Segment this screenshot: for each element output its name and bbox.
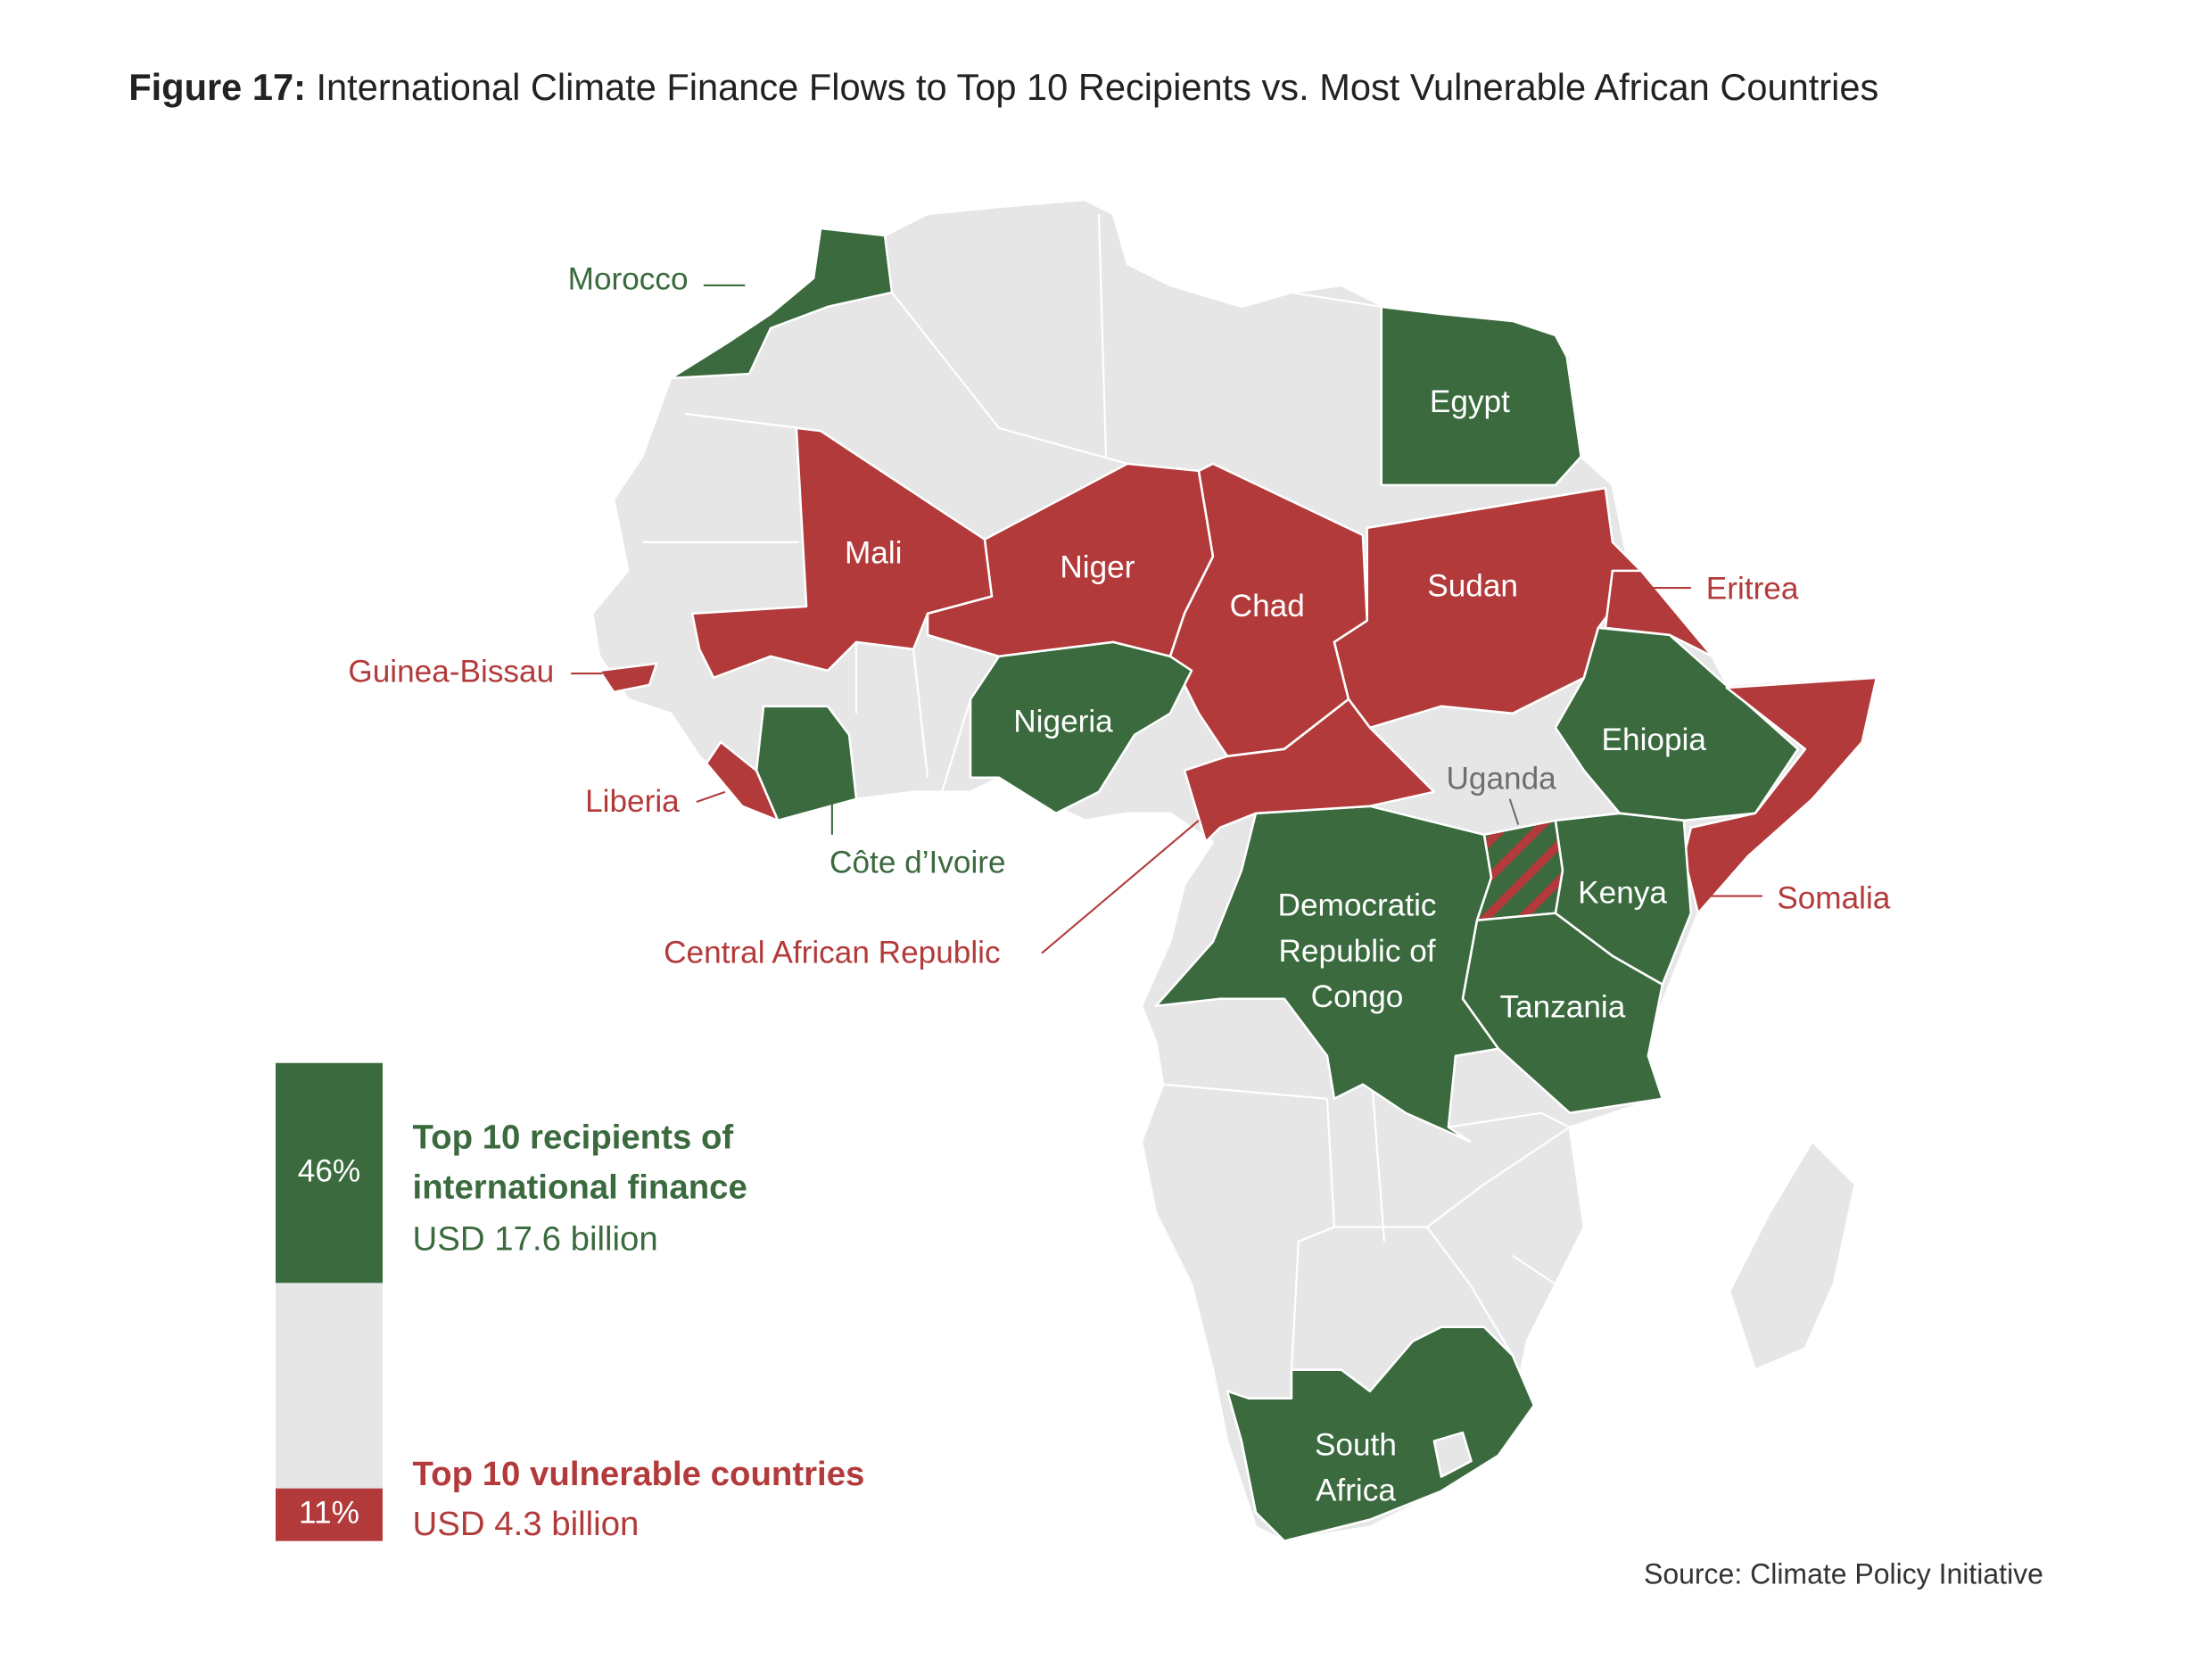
legend-amount: USD 4.3 billion [413, 1505, 640, 1543]
mali [690, 426, 994, 680]
legend-amount: USD 17.6 billion [413, 1219, 658, 1258]
legend-title: Top 10 vulnerable countries [413, 1455, 865, 1493]
guinea-bissau [598, 662, 658, 694]
title-text: International Climate Finance Flows to T… [316, 66, 1878, 108]
country-label: Somalia [1777, 881, 1891, 916]
legend-bar-segment [275, 1062, 383, 1284]
drc [1154, 805, 1500, 1144]
legend-title: Top 10 recipients of [413, 1119, 734, 1157]
leader-line [1041, 820, 1200, 954]
source: Source: Climate Policy Initiative [1644, 1558, 2043, 1590]
country-label: Tanzania [1499, 989, 1625, 1024]
map: Morocco Egypt Mali Niger Chad Sudan Erit… [348, 198, 1891, 1542]
country-label: Morocco [568, 261, 689, 296]
title-prefix: Figure 17: [128, 66, 306, 108]
legend-bar-segment [275, 1488, 383, 1541]
leader-line [1508, 798, 1520, 825]
nigeria [969, 640, 1193, 815]
legend-title: international finance [413, 1168, 747, 1207]
liberia [705, 740, 780, 822]
country-label: South [1315, 1427, 1397, 1462]
country-label: Niger [1060, 550, 1135, 585]
country-label: Côte d’Ivoire [830, 846, 1006, 880]
country-label: Liberia [585, 784, 680, 819]
legend: Top 10 recipients of international finan… [275, 1062, 865, 1543]
country-label: Nigeria [1013, 704, 1113, 739]
country-label: Kenya [1578, 875, 1667, 910]
legend-share-label: 46% [298, 1153, 360, 1188]
leader-line [696, 790, 726, 803]
lesotho [1432, 1431, 1473, 1478]
car [1183, 698, 1436, 844]
egypt [1380, 305, 1582, 487]
country-label: Sudan [1427, 568, 1518, 603]
sudan [1333, 486, 1643, 730]
borders [642, 213, 1571, 1370]
south-africa [1226, 1325, 1536, 1542]
country-label: Congo [1311, 979, 1404, 1014]
country-label: Chad [1230, 589, 1305, 623]
country-label: Uganda [1446, 761, 1556, 796]
country-label: Mali [845, 536, 903, 571]
country-label: Eritrea [1706, 572, 1799, 607]
country-label: Guinea-Bissau [348, 654, 554, 689]
country-label: Ehiopia [1602, 723, 1707, 757]
country-label: Republic of [1279, 934, 1436, 969]
country-label: Democratic [1278, 888, 1437, 923]
morocco [669, 227, 894, 380]
legend-share-label: 11% [299, 1495, 359, 1530]
country-label: Africa [1316, 1474, 1396, 1508]
eritrea [1604, 569, 1714, 658]
somalia [1682, 676, 1878, 915]
country-label: Central African Republic [664, 935, 1000, 970]
madagascar [1728, 1140, 1857, 1371]
country-label: Egypt [1430, 384, 1510, 419]
figure-title: Figure 17: International Climate Finance… [128, 66, 1878, 108]
